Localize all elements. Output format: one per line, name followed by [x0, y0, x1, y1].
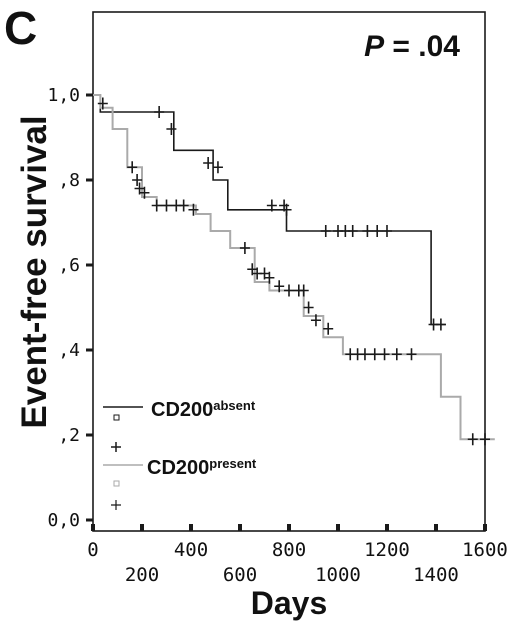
- series-layer: [93, 94, 495, 446]
- censor-mark: [310, 314, 321, 327]
- censor-mark: [284, 284, 294, 297]
- censor-mark: [166, 123, 177, 135]
- plot-frame: [92, 11, 486, 532]
- y-tick-label: ,6: [58, 255, 80, 276]
- censor-mark: [379, 348, 390, 361]
- censor-mark: [178, 199, 189, 212]
- y-tick-label: 0,0: [47, 510, 80, 531]
- censor-mark: [151, 199, 162, 212]
- legend-absent-square-icon: [113, 414, 120, 421]
- y-tick-label: ,2: [58, 425, 80, 446]
- censor-mark: [320, 225, 331, 237]
- y-axis-title: Event-free survival: [15, 115, 54, 428]
- censor-mark: [347, 225, 358, 237]
- series-absent: [93, 94, 446, 331]
- censor-mark: [467, 433, 478, 446]
- p-value-number: = .04: [384, 30, 460, 63]
- censor-mark: [323, 322, 334, 335]
- censor-mark: [359, 348, 370, 361]
- panel-label: C: [4, 2, 37, 54]
- survival-curve-present: [93, 94, 495, 441]
- legend: CD200absent CD200present: [103, 398, 257, 510]
- plot-border: [92, 11, 486, 532]
- censor-mark: [274, 280, 285, 293]
- y-axis-ticks: 0,0 ,2 ,4 ,6 ,8 1,0: [47, 85, 93, 531]
- x-tick-label: 1200: [364, 539, 410, 561]
- censor-mark: [212, 161, 223, 174]
- censor-mark: [298, 284, 309, 297]
- x-tick-label: 1600: [462, 539, 508, 561]
- x-tick-label: 200: [125, 564, 159, 586]
- censor-mark: [303, 301, 314, 314]
- legend-present-main: CD200: [147, 457, 209, 479]
- censor-mark: [406, 348, 417, 361]
- p-value: P = .04: [364, 30, 460, 63]
- censor-mark: [132, 174, 143, 186]
- censor-mark: [281, 203, 292, 216]
- legend-absent-label: CD200absent: [151, 398, 256, 421]
- censor-mark: [372, 225, 383, 237]
- censor-mark: [161, 199, 172, 212]
- censor-mark: [266, 199, 277, 212]
- censor-mark: [97, 97, 108, 110]
- legend-present-square-icon: [113, 480, 120, 487]
- x-axis-title: Days: [251, 585, 328, 621]
- x-tick-label: 1000: [315, 564, 361, 586]
- censor-mark: [391, 348, 402, 361]
- y-tick-label: 1,0: [47, 85, 80, 106]
- censor-mark: [369, 348, 380, 361]
- legend-absent-main: CD200: [151, 399, 213, 421]
- legend-absent-cross-icon: [111, 442, 121, 452]
- censor-mark: [435, 318, 446, 331]
- censor-mark: [203, 157, 214, 169]
- censor-mark: [264, 271, 275, 284]
- censor-mark: [480, 433, 490, 446]
- legend-present-cross-icon: [111, 500, 121, 510]
- censor-mark: [362, 225, 373, 237]
- censor-mark: [154, 106, 165, 118]
- censor-mark: [239, 242, 250, 254]
- series-present: [93, 94, 495, 446]
- censor-mark: [139, 186, 150, 199]
- x-tick-label: 400: [174, 539, 208, 561]
- x-tick-label: 0: [87, 539, 98, 561]
- legend-present-sup: present: [209, 456, 257, 471]
- censor-mark: [382, 225, 392, 237]
- x-tick-label: 800: [272, 539, 306, 561]
- x-tick-label: 600: [223, 564, 257, 586]
- censor-mark: [188, 203, 199, 216]
- x-tick-label: 1400: [413, 564, 459, 586]
- y-tick-label: ,8: [58, 170, 80, 191]
- censor-mark: [127, 161, 138, 174]
- legend-present-label: CD200present: [147, 456, 257, 479]
- y-tick-label: ,4: [58, 340, 80, 361]
- p-value-symbol: P: [364, 30, 385, 63]
- legend-absent-sup: absent: [213, 398, 256, 413]
